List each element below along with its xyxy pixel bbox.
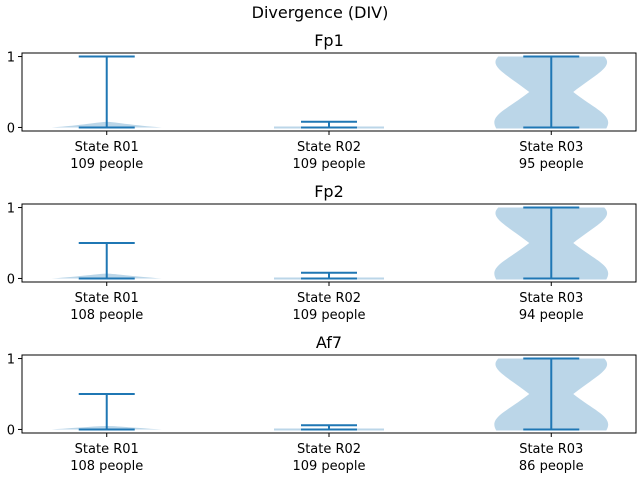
subplot-fp1: Fp1 State R01 109 people State R02 109 peopl… [7, 31, 637, 172]
x-tick-label-state: State R01 [75, 291, 139, 306]
x-tick-label-state: State R02 [297, 442, 361, 457]
axes-frame [21, 203, 637, 283]
violin-state-r02 [274, 424, 384, 431]
axes-frame [21, 354, 637, 434]
x-tick-label-count: 108 people [70, 308, 143, 323]
x-tick-label-state: State R02 [297, 140, 361, 155]
x-tick-label-count: 95 people [519, 157, 584, 172]
violin-state-r03 [494, 206, 609, 280]
x-tick-label-count: 109 people [292, 459, 365, 474]
figure-title: Divergence (DIV) [252, 3, 389, 22]
x-tick-label-state: State R03 [519, 442, 583, 457]
x-tick-label-state: State R03 [519, 140, 583, 155]
x-tick-label-count: 94 people [519, 308, 584, 323]
violin-state-r03 [494, 357, 609, 431]
y-tick-label: 1 [7, 51, 15, 66]
violin-state-r02 [274, 120, 384, 129]
violin-state-r01 [51, 55, 162, 129]
x-tick-label-count: 86 people [519, 459, 584, 474]
x-tick-label-count: 108 people [70, 459, 143, 474]
subplot-fp2: Fp2 State R01 108 people State R02 109 peopl… [7, 182, 637, 323]
x-tick-label-state: State R01 [75, 140, 139, 155]
violin-state-r02 [274, 271, 384, 280]
y-tick-label: 0 [7, 121, 15, 136]
violin-state-r03 [494, 55, 609, 129]
x-tick-label-state: State R03 [519, 291, 583, 306]
subplot-title: Fp2 [314, 182, 344, 201]
y-tick-label: 1 [7, 202, 15, 217]
subplot-panels: Fp1 State R01 109 people State R02 109 peopl… [7, 31, 637, 474]
x-tick-label-count: 109 people [292, 157, 365, 172]
violin-state-r01 [51, 393, 162, 431]
axes-frame [21, 52, 637, 132]
subplot-title: Fp1 [314, 31, 344, 50]
y-tick-label: 0 [7, 423, 15, 438]
x-tick-label-state: State R02 [297, 291, 361, 306]
violin-state-r01 [51, 242, 162, 280]
x-tick-label-count: 109 people [70, 157, 143, 172]
y-tick-label: 1 [7, 353, 15, 368]
subplot-title: Af7 [316, 333, 342, 352]
subplot-af7: Af7 State R01 108 people State R02 109 peopl… [7, 333, 637, 474]
y-tick-label: 0 [7, 272, 15, 287]
x-tick-label-state: State R01 [75, 442, 139, 457]
x-tick-label-count: 109 people [292, 308, 365, 323]
